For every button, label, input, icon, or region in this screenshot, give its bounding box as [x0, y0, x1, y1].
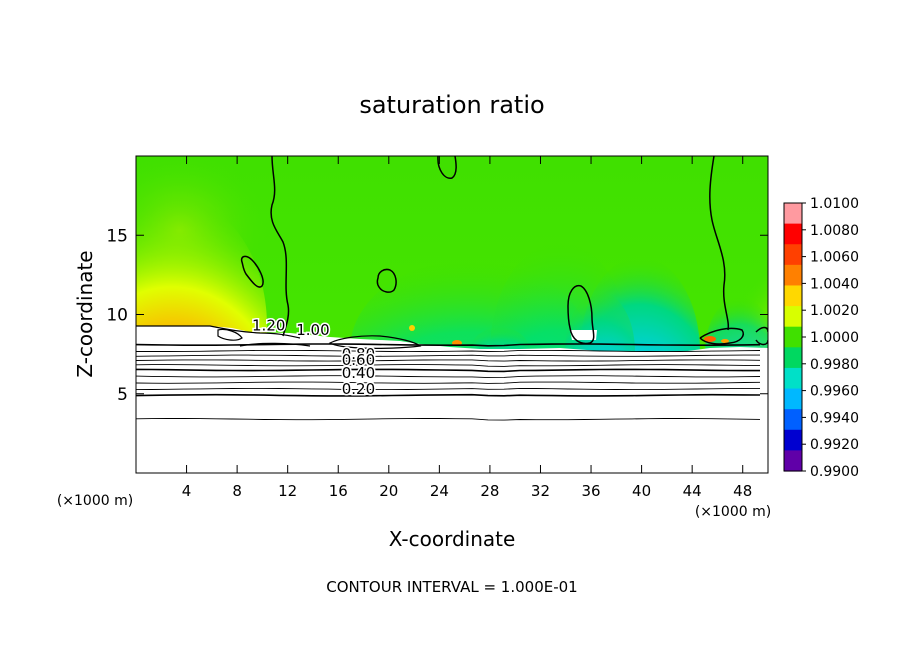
colorbar-swatch — [784, 388, 802, 410]
contour-right-vertical — [709, 156, 730, 331]
contours-near-surface — [136, 325, 422, 349]
colorbar-swatch — [784, 264, 802, 287]
colorbar-label: 0.9980 — [810, 357, 859, 373]
colorbar-swatch — [784, 367, 802, 390]
x-tick-label: 48 — [733, 482, 752, 500]
colorbar-swatch — [784, 326, 802, 348]
x-axis: 4 8 12 16 20 24 28 32 36 40 44 48 — [182, 156, 752, 500]
colorbar-label: 1.0060 — [810, 250, 859, 266]
x-axis-label: X-coordinate — [389, 527, 516, 551]
contour-line — [136, 349, 761, 353]
y-axis: 5 10 15 — [106, 226, 768, 405]
contour-loop-20 — [376, 268, 397, 293]
contour-top-loop — [437, 156, 457, 179]
contours-upper — [240, 156, 768, 346]
colorbar-swatch — [784, 306, 802, 328]
contour-line — [136, 354, 760, 357]
colorbar-label: 1.0000 — [810, 330, 859, 346]
contour-labels: 1.20 1.00 0.800.600.400.20 — [251, 315, 377, 399]
contour-mid-arc — [239, 342, 311, 347]
contour-1-00-left — [136, 325, 301, 339]
x-tick-label: 28 — [480, 482, 499, 500]
plot-area: 1.20 1.00 0.800.600.400.20 — [136, 156, 768, 473]
contour-patch-right-top — [699, 327, 744, 345]
x-tick-label: 16 — [329, 482, 348, 500]
colorbar-swatch — [784, 347, 802, 369]
x-tick-label: 44 — [683, 482, 702, 500]
patch-warm-22 — [409, 325, 415, 331]
contour-line — [136, 364, 761, 367]
y-tick-label: 10 — [106, 306, 128, 326]
contour-label: 0.60 — [342, 351, 375, 369]
contour-loop-9 — [240, 255, 264, 288]
y-tick-label: 15 — [106, 226, 128, 246]
contour-line — [136, 393, 761, 397]
contour-line — [136, 375, 761, 379]
contours-lower — [136, 343, 761, 421]
lower-white-region — [136, 326, 768, 473]
contour-loop-35 — [567, 284, 595, 345]
contour-line — [136, 418, 761, 421]
x-tick-label: 4 — [182, 482, 192, 500]
colorbar-swatch — [784, 409, 802, 431]
colorbar-swatch — [784, 285, 802, 307]
chart-title: saturation ratio — [359, 91, 544, 119]
contour-left-vertical — [270, 156, 290, 337]
contour-line — [136, 381, 761, 384]
colorbar-label: 1.0080 — [810, 223, 859, 239]
colorbar-label: 0.9940 — [810, 410, 859, 426]
contour-line — [136, 359, 761, 362]
colorbar-label: 0.9900 — [810, 464, 859, 480]
x-tick-label: 32 — [531, 482, 550, 500]
contour-label: 0.40 — [342, 364, 375, 382]
contour-label: 0.20 — [342, 380, 375, 398]
colorbar: 1.0100 1.0080 1.0060 1.0040 1.0020 1.0000 0.99… — [783, 196, 859, 480]
white-blob-36 — [570, 330, 597, 340]
colorbar-label: 1.0020 — [810, 303, 859, 319]
y-tick-label: 5 — [117, 385, 128, 405]
x-tick-label: 8 — [232, 482, 242, 500]
x-tick-label: 20 — [379, 482, 398, 500]
colorbar-swatch — [784, 450, 802, 472]
x-unit-right: (×1000 m) — [695, 504, 771, 520]
colorbar-label: 1.0100 — [810, 196, 859, 212]
y-axis-label: Z-coordinate — [73, 250, 97, 377]
x-tick-label: 36 — [581, 482, 600, 500]
patch-warm-47 — [704, 336, 716, 342]
colorbar-swatch — [784, 244, 802, 266]
colorbar-swatch — [784, 203, 802, 225]
contour-line — [136, 343, 761, 347]
contour-line — [136, 387, 760, 391]
colorbar-label: 0.9960 — [810, 384, 859, 400]
patch-warm-46 — [721, 339, 729, 343]
x-unit-left: (×1000 m) — [57, 493, 133, 509]
contour-label: 0.80 — [342, 345, 375, 363]
colorbar-swatch — [784, 223, 802, 245]
x-tick-label: 24 — [430, 482, 449, 500]
contour-line — [136, 368, 760, 373]
contour-1-00-arc — [328, 335, 422, 349]
contour-1-20-loop — [217, 328, 243, 341]
x-tick-label: 12 — [278, 482, 297, 500]
contour-interval-note: CONTOUR INTERVAL = 1.000E-01 — [326, 578, 577, 596]
contour-label: 1.00 — [296, 321, 329, 339]
contour-label: 1.20 — [252, 316, 285, 334]
colorbar-label: 1.0040 — [810, 276, 859, 292]
colorbar-label: 0.9920 — [810, 437, 859, 453]
x-tick-label: 40 — [632, 482, 651, 500]
colorbar-swatch — [784, 429, 802, 451]
